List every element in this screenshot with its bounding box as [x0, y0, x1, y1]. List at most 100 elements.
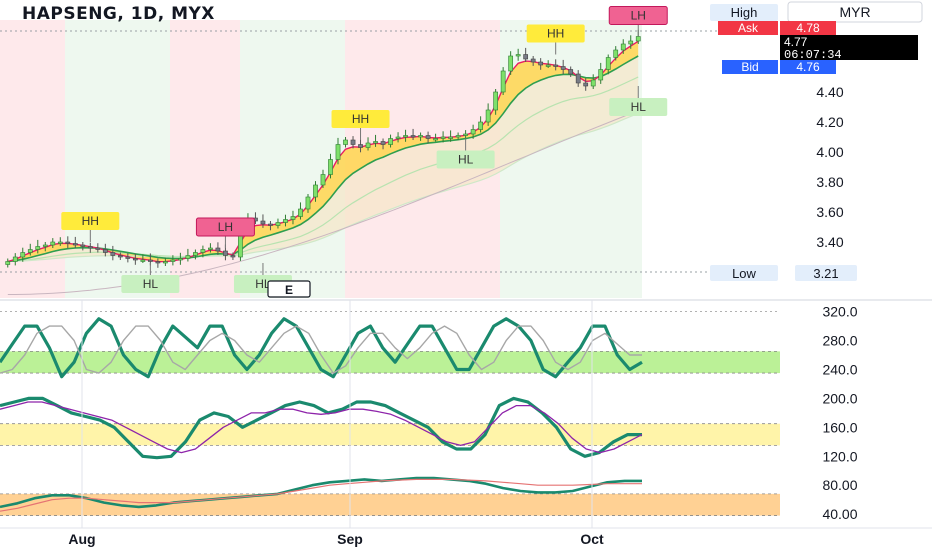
candle	[72, 243, 78, 246]
candle	[433, 138, 438, 141]
candle	[470, 129, 476, 135]
swing-label-text: LH	[218, 220, 233, 234]
low-value: 3.21	[813, 266, 838, 281]
candle	[530, 58, 536, 63]
candle	[185, 255, 191, 259]
candle	[110, 252, 116, 256]
candle	[448, 136, 453, 139]
candle	[20, 252, 26, 258]
swing-label-box	[61, 212, 120, 230]
candle	[80, 244, 86, 247]
swing-label-text: HL	[255, 277, 271, 291]
candle	[463, 133, 468, 136]
candle	[200, 249, 206, 253]
candle	[350, 139, 356, 145]
candle	[583, 82, 589, 87]
ask-value-badge	[780, 21, 836, 35]
low-badge	[710, 265, 778, 281]
candle	[545, 64, 551, 67]
candle	[87, 246, 93, 249]
swing-label-text: LH	[631, 9, 646, 23]
oscillator-tick-label: 240.0	[822, 361, 857, 377]
oscillator-tick-label: 120.0	[822, 448, 857, 464]
long-ma-line	[7, 110, 639, 295]
candle	[50, 241, 56, 246]
candle	[500, 70, 506, 93]
background-zone	[240, 20, 345, 298]
candle	[335, 144, 341, 160]
ask-badge	[718, 21, 778, 35]
oscillator-band	[0, 423, 780, 446]
swing-label-text: HL	[143, 277, 159, 291]
candle	[515, 54, 521, 57]
event-marker-label: E	[285, 283, 293, 297]
ask-label: Ask	[738, 21, 759, 35]
candle	[208, 247, 213, 250]
candle	[553, 64, 559, 67]
currency-selector[interactable]	[787, 1, 923, 23]
price-tick-label: 4.20	[816, 114, 843, 130]
oscillator-tick-label: 160.0	[822, 419, 857, 435]
candle	[478, 121, 483, 130]
candle	[343, 139, 348, 145]
candle	[305, 196, 311, 210]
oscillator-tick-label: 200.0	[822, 390, 857, 406]
oscillator-tick-label: 80.00	[822, 477, 857, 493]
oscillator-tick-label: 320.0	[822, 304, 857, 320]
candle	[485, 109, 491, 123]
candle	[140, 259, 146, 262]
event-marker[interactable]	[267, 280, 311, 298]
swing-label-box	[121, 275, 180, 293]
candle	[5, 261, 11, 265]
candle	[590, 79, 596, 87]
candle	[42, 244, 48, 247]
bid-value: 4.76	[796, 60, 820, 74]
oscillator-band	[0, 351, 780, 374]
candle	[575, 73, 581, 84]
oscillator-pane: 40.00 80.00 120.0 160.0 200.0 240.0 280.0 320.0	[0, 304, 858, 522]
candle	[568, 69, 574, 75]
swing-label-box	[195, 217, 255, 237]
candle	[283, 219, 288, 223]
time-tick-label: Sep	[337, 531, 363, 547]
candle	[132, 258, 138, 261]
candle	[395, 136, 401, 139]
candle	[193, 252, 198, 256]
time-tick-label: Oct	[580, 531, 604, 547]
oscillator-band	[0, 493, 780, 516]
candle	[12, 256, 18, 262]
swing-label-text: HH	[352, 112, 369, 126]
candle	[605, 57, 611, 70]
candle	[440, 136, 446, 139]
swing-label-text: HH	[547, 27, 564, 41]
candle	[410, 135, 416, 138]
high-badge	[710, 4, 778, 21]
candle	[95, 247, 101, 250]
candle	[298, 208, 303, 217]
candle	[613, 49, 619, 58]
chart-title: HAPSENG, 1D, MYX	[22, 4, 215, 24]
candle	[163, 261, 168, 264]
candle	[268, 223, 273, 226]
currency-label: MYR	[839, 4, 870, 20]
price-tick-label: 4.00	[816, 144, 843, 160]
candle	[35, 246, 41, 250]
high-label: High	[731, 5, 758, 20]
candle	[290, 216, 296, 220]
candle	[178, 258, 183, 261]
candle	[313, 184, 318, 198]
candle	[125, 256, 131, 259]
candle	[328, 159, 333, 175]
candle	[117, 255, 123, 258]
bid-label: Bid	[741, 60, 758, 74]
swing-labels: HH HL LH HL HH HL HH HL LH	[61, 6, 668, 293]
candle	[635, 36, 641, 42]
candle	[628, 40, 634, 45]
stoch-k-line	[0, 317, 643, 379]
price-tick-label: 3.80	[816, 174, 843, 190]
candle	[57, 241, 63, 244]
oscillator-tick-label: 40.00	[822, 506, 857, 522]
candle	[538, 61, 544, 66]
low-value-badge	[795, 265, 857, 281]
